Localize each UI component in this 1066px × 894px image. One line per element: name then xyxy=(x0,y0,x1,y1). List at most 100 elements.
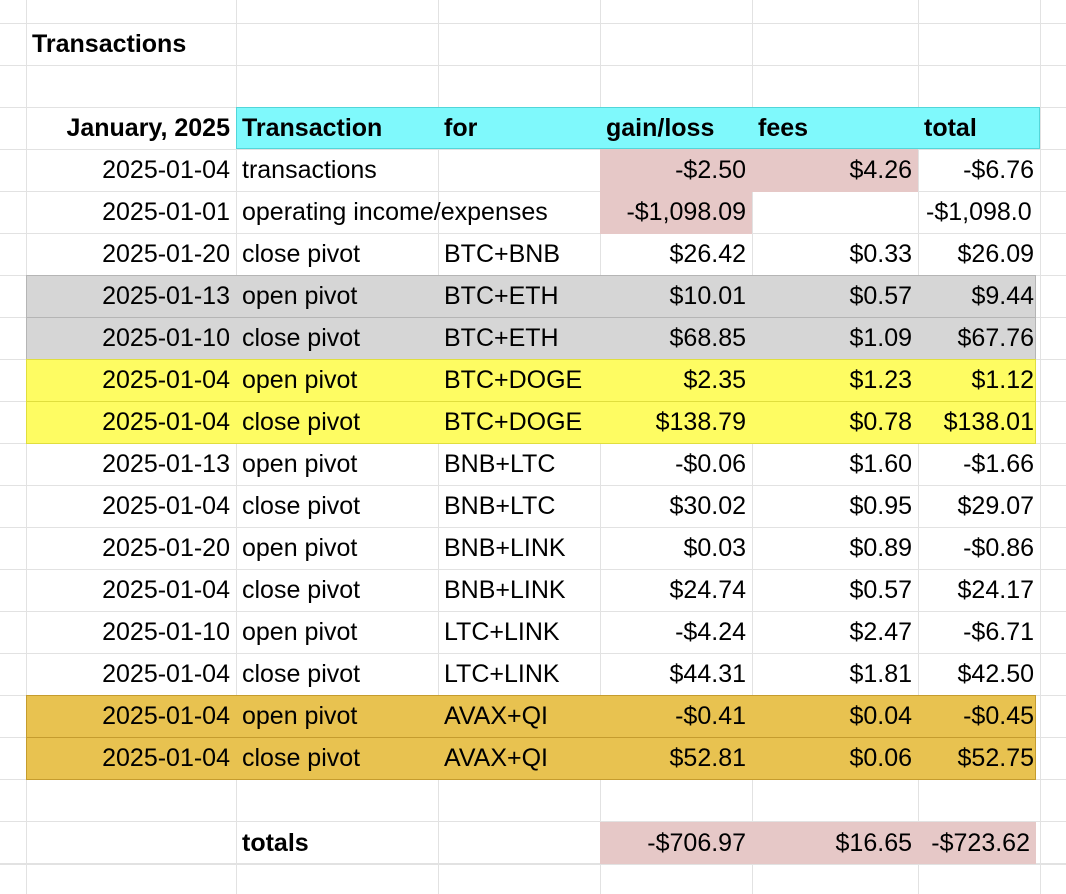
row-total[interactable]: $67.76 xyxy=(957,324,1034,352)
row-transaction[interactable]: close pivot xyxy=(242,660,361,688)
row-date[interactable]: 2025-01-04 xyxy=(102,702,230,730)
row-transaction[interactable]: close pivot xyxy=(242,576,361,604)
row-date[interactable]: 2025-01-04 xyxy=(102,492,230,520)
row-fees[interactable]: $0.57 xyxy=(849,282,912,310)
row-date[interactable]: 2025-01-20 xyxy=(102,240,230,268)
row-date[interactable]: 2025-01-13 xyxy=(102,282,230,310)
row-fees[interactable]: $0.06 xyxy=(849,744,912,772)
header-fees[interactable]: fees xyxy=(758,114,809,142)
row-transaction[interactable]: open pivot xyxy=(242,534,358,562)
sheet-title[interactable]: Transactions xyxy=(32,30,187,58)
row-for[interactable]: BNB+LTC xyxy=(444,450,556,478)
row-date[interactable]: 2025-01-10 xyxy=(102,618,230,646)
row-gain-loss[interactable]: -$2.50 xyxy=(675,156,746,184)
row-transaction[interactable]: open pivot xyxy=(242,366,358,394)
row-gain-loss[interactable]: $68.85 xyxy=(669,324,746,352)
row-fees[interactable]: $0.57 xyxy=(849,576,912,604)
row-fees[interactable]: $4.26 xyxy=(849,156,912,184)
month-label[interactable]: January, 2025 xyxy=(66,114,230,142)
row-fees[interactable]: $0.04 xyxy=(849,702,912,730)
row-for[interactable] xyxy=(438,150,600,191)
row-gain-loss[interactable]: $2.35 xyxy=(683,366,746,394)
row-total[interactable]: -$1,098.0 xyxy=(926,198,1032,226)
row-total[interactable]: -$0.45 xyxy=(963,702,1034,730)
row-gain-loss[interactable]: $26.42 xyxy=(669,240,746,268)
row-gain-loss[interactable]: $138.79 xyxy=(655,408,746,436)
totals-fees[interactable]: $16.65 xyxy=(835,829,912,857)
row-transaction[interactable]: operating income/expenses xyxy=(242,198,548,226)
row-transaction[interactable]: close pivot xyxy=(242,744,361,772)
row-date[interactable]: 2025-01-04 xyxy=(102,744,230,772)
row-gain-loss[interactable]: $24.74 xyxy=(669,576,746,604)
row-for[interactable]: AVAX+QI xyxy=(444,702,548,730)
row-for[interactable]: BTC+BNB xyxy=(444,240,561,268)
row-fees[interactable]: $0.33 xyxy=(849,240,912,268)
row-transaction[interactable]: open pivot xyxy=(242,618,358,646)
row-gain-loss[interactable]: -$0.41 xyxy=(675,702,746,730)
totals-label[interactable]: totals xyxy=(242,829,309,857)
row-for[interactable]: LTC+LINK xyxy=(444,618,560,646)
row-for[interactable]: BNB+LINK xyxy=(444,534,566,562)
row-date[interactable]: 2025-01-13 xyxy=(102,450,230,478)
row-date[interactable]: 2025-01-04 xyxy=(102,408,230,436)
row-total[interactable]: $24.17 xyxy=(957,576,1034,604)
row-fees[interactable]: $1.09 xyxy=(849,324,912,352)
row-total[interactable]: $9.44 xyxy=(971,282,1034,310)
row-total[interactable]: $138.01 xyxy=(943,408,1034,436)
row-fees[interactable]: $2.47 xyxy=(849,618,912,646)
row-transaction[interactable]: open pivot xyxy=(242,702,358,730)
row-transaction[interactable]: close pivot xyxy=(242,324,361,352)
row-gain-loss[interactable]: $30.02 xyxy=(669,492,746,520)
row-transaction[interactable]: open pivot xyxy=(242,282,358,310)
row-date[interactable]: 2025-01-20 xyxy=(102,534,230,562)
row-for[interactable]: BNB+LINK xyxy=(444,576,566,604)
header-for[interactable]: for xyxy=(444,114,478,142)
row-date[interactable]: 2025-01-04 xyxy=(102,576,230,604)
row-for[interactable]: BTC+ETH xyxy=(444,324,559,352)
row-total[interactable]: -$0.86 xyxy=(963,534,1034,562)
row-fees[interactable] xyxy=(752,192,918,233)
row-total[interactable]: -$6.71 xyxy=(963,618,1034,646)
row-fees[interactable]: $0.95 xyxy=(849,492,912,520)
row-gain-loss[interactable]: $44.31 xyxy=(669,660,746,688)
row-for[interactable]: AVAX+QI xyxy=(444,744,548,772)
row-gain-loss[interactable]: -$4.24 xyxy=(675,618,746,646)
row-gain-loss[interactable]: -$1,098.09 xyxy=(626,198,746,226)
row-gain-loss[interactable]: $10.01 xyxy=(669,282,746,310)
row-date[interactable]: 2025-01-01 xyxy=(102,198,230,226)
row-total[interactable]: $42.50 xyxy=(957,660,1034,688)
row-total[interactable]: $52.75 xyxy=(957,744,1034,772)
row-fees[interactable]: $0.89 xyxy=(849,534,912,562)
row-date[interactable]: 2025-01-10 xyxy=(102,324,230,352)
row-gain-loss[interactable]: $0.03 xyxy=(683,534,746,562)
row-transaction[interactable]: close pivot xyxy=(242,240,361,268)
row-fees[interactable]: $1.23 xyxy=(849,366,912,394)
row-gain-loss[interactable]: $52.81 xyxy=(669,744,746,772)
row-transaction[interactable]: close pivot xyxy=(242,408,361,436)
row-for[interactable] xyxy=(438,192,600,233)
header-total[interactable]: total xyxy=(924,114,977,142)
row-total[interactable]: $26.09 xyxy=(957,240,1034,268)
row-total[interactable]: $29.07 xyxy=(957,492,1034,520)
row-date[interactable]: 2025-01-04 xyxy=(102,156,230,184)
row-date[interactable]: 2025-01-04 xyxy=(102,366,230,394)
header-transaction[interactable]: Transaction xyxy=(242,114,383,142)
totals-gain-loss[interactable]: -$706.97 xyxy=(647,829,746,857)
row-transaction[interactable]: open pivot xyxy=(242,450,358,478)
header-gain-loss[interactable]: gain/loss xyxy=(606,114,715,142)
row-for[interactable]: BNB+LTC xyxy=(444,492,556,520)
row-transaction[interactable]: transactions xyxy=(242,156,377,184)
row-transaction[interactable]: close pivot xyxy=(242,492,361,520)
row-total[interactable]: -$6.76 xyxy=(963,156,1034,184)
row-total[interactable]: -$1.66 xyxy=(963,450,1034,478)
row-for[interactable]: LTC+LINK xyxy=(444,660,560,688)
row-total[interactable]: $1.12 xyxy=(971,366,1034,394)
totals-total[interactable]: -$723.62 xyxy=(931,829,1030,857)
row-gain-loss[interactable]: -$0.06 xyxy=(675,450,746,478)
row-fees[interactable]: $1.81 xyxy=(849,660,912,688)
row-for[interactable]: BTC+ETH xyxy=(444,282,559,310)
row-for[interactable]: BTC+DOGE xyxy=(444,366,583,394)
row-fees[interactable]: $1.60 xyxy=(849,450,912,478)
row-fees[interactable]: $0.78 xyxy=(849,408,912,436)
